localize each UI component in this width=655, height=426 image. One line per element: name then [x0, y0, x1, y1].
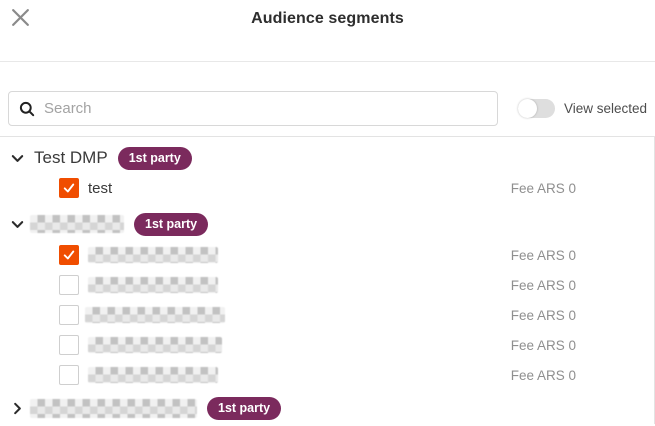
segment-row: Fee ARS 0 — [0, 270, 654, 300]
segment-checkbox[interactable] — [59, 305, 79, 325]
view-selected-toggle[interactable] — [517, 99, 555, 118]
segment-row: test Fee ARS 0 — [0, 174, 654, 202]
search-icon — [19, 101, 35, 117]
chevron-down-icon[interactable] — [10, 151, 25, 166]
redacted-group-name — [30, 215, 124, 233]
segment-fee: Fee ARS 0 — [510, 247, 576, 263]
segment-label: test — [88, 179, 113, 197]
modal-header: Audience segments — [0, 0, 655, 62]
redacted-segment-label — [88, 277, 218, 293]
search-input[interactable] — [44, 100, 487, 117]
segment-checkbox[interactable] — [59, 178, 79, 198]
first-party-badge: 1st party — [117, 146, 192, 170]
redacted-segment-label — [85, 307, 225, 323]
chevron-down-icon[interactable] — [10, 217, 25, 232]
close-icon — [10, 7, 31, 31]
toggle-knob — [517, 99, 537, 118]
segment-fee: Fee ARS 0 — [510, 180, 576, 196]
segment-checkbox[interactable] — [59, 245, 79, 265]
redacted-segment-label — [88, 337, 222, 353]
checkmark-icon — [62, 181, 76, 195]
segment-checkbox[interactable] — [59, 365, 79, 385]
view-selected-label: View selected — [563, 101, 647, 116]
first-party-badge: 1st party — [134, 212, 209, 236]
segment-row: Fee ARS 0 — [0, 240, 654, 270]
close-button[interactable] — [8, 7, 32, 31]
checkmark-icon — [62, 248, 76, 262]
segment-row: Fee ARS 0 — [0, 330, 654, 360]
controls-row: View selected — [8, 91, 647, 126]
chevron-right-icon[interactable] — [10, 401, 25, 416]
segment-row: Fee ARS 0 — [0, 300, 654, 330]
segment-row: Fee ARS 0 — [0, 360, 654, 390]
redacted-segment-label — [88, 247, 218, 263]
segment-fee: Fee ARS 0 — [510, 277, 576, 293]
segments-tree: Test DMP 1st party test Fee ARS 0 — [0, 136, 655, 424]
first-party-badge: 1st party — [207, 396, 282, 420]
segment-fee: Fee ARS 0 — [510, 367, 576, 383]
group-header-redacted[interactable]: 1st party — [0, 210, 654, 238]
redacted-segment-label — [88, 367, 218, 383]
segment-checkbox[interactable] — [59, 275, 79, 295]
view-selected-control: View selected — [517, 99, 647, 118]
page-title: Audience segments — [251, 10, 404, 27]
redacted-group-name — [30, 398, 197, 418]
segment-checkbox[interactable] — [59, 335, 79, 355]
segment-fee: Fee ARS 0 — [510, 337, 576, 353]
group-name: Test DMP — [34, 148, 108, 167]
group-header-test-dmp[interactable]: Test DMP 1st party — [0, 144, 654, 172]
search-box[interactable] — [8, 91, 498, 126]
segment-fee: Fee ARS 0 — [510, 307, 576, 323]
group-header-redacted-collapsed[interactable]: 1st party — [0, 394, 654, 422]
